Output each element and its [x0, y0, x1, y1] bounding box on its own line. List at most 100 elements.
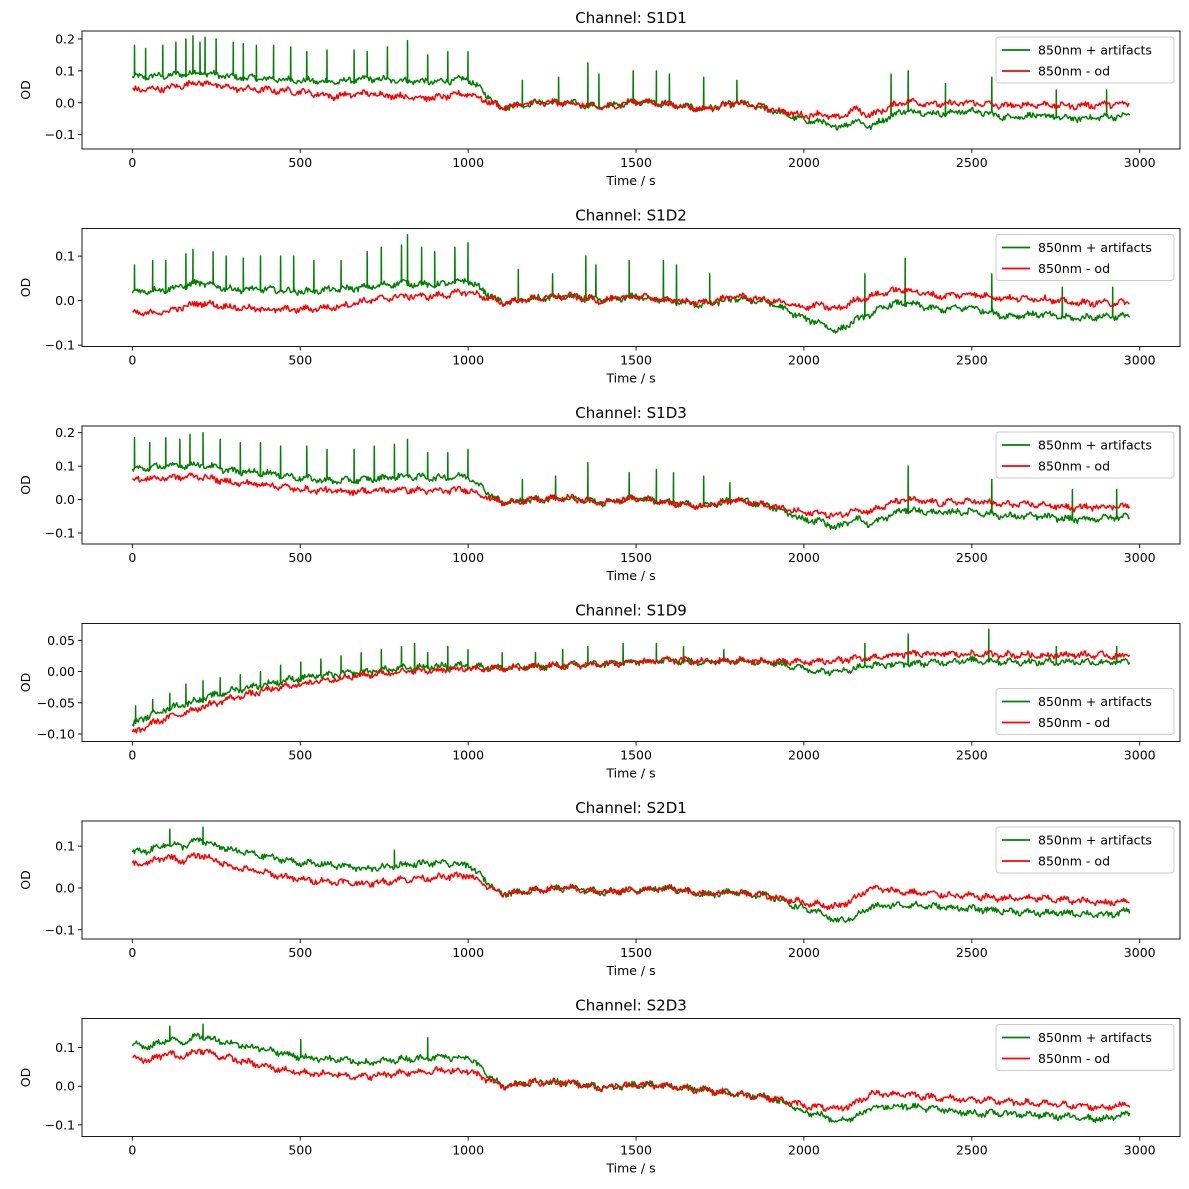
x-tick-label: 500 — [288, 353, 312, 368]
plot-area — [131, 35, 1131, 131]
x-tick-label: 0 — [128, 155, 136, 170]
legend: 850nm + artifacts 850nm - od — [995, 1024, 1175, 1071]
x-tick-label: 0 — [128, 353, 136, 368]
legend-label: 850nm + artifacts — [1038, 833, 1152, 848]
x-tick-label: 1500 — [620, 550, 652, 565]
plot-area — [131, 826, 1131, 924]
x-tick-label: 2500 — [956, 353, 988, 368]
y-tick-label: 0.1 — [55, 249, 75, 264]
x-tick-label: 2000 — [788, 1143, 820, 1158]
y-tick-label: 0.0 — [55, 95, 75, 110]
subplot-title: Channel: S2D1 — [575, 799, 687, 817]
y-axis-label: OD — [18, 870, 33, 889]
series-line-2 — [132, 472, 1131, 520]
x-tick-label: 1000 — [452, 1143, 484, 1158]
x-tick-label: 3000 — [1124, 155, 1156, 170]
y-tick-label: 0.00 — [47, 664, 75, 679]
legend-box — [995, 36, 1175, 84]
subplot-6: Channel: S2D3 0 500 1000 1500 2000 2500 3000 −0.… — [18, 997, 1181, 1176]
plot-area — [131, 1023, 1131, 1124]
x-axis-label: Time / s — [605, 173, 655, 188]
subplot-title: Channel: S1D1 — [575, 9, 687, 27]
y-tick-label: 0.1 — [55, 1040, 75, 1055]
y-tick-label: 0.0 — [55, 293, 75, 308]
x-tick-label: 3000 — [1124, 353, 1156, 368]
x-tick-label: 1000 — [452, 945, 484, 960]
legend-label: 850nm + artifacts — [1038, 438, 1152, 453]
x-tick-label: 2000 — [788, 550, 820, 565]
subplot-title: Channel: S1D3 — [575, 404, 687, 422]
x-tick-label: 500 — [288, 1143, 312, 1158]
x-tick-label: 500 — [288, 945, 312, 960]
plot-area — [131, 431, 1131, 531]
x-tick-label: 500 — [288, 550, 312, 565]
plot-area — [131, 233, 1130, 334]
y-tick-label: −0.10 — [37, 727, 75, 742]
series-line-1 — [131, 233, 1130, 334]
x-tick-label: 0 — [128, 550, 136, 565]
legend-box — [995, 1024, 1175, 1071]
legend-label: 850nm - od — [1038, 1051, 1110, 1066]
series-line-1 — [131, 431, 1131, 531]
x-axis-label: Time / s — [605, 568, 655, 583]
x-tick-label: 0 — [128, 945, 136, 960]
subplot-title: Channel: S1D2 — [575, 207, 687, 225]
y-tick-label: 0.1 — [55, 63, 75, 78]
x-tick-label: 2000 — [788, 748, 820, 763]
legend: 850nm + artifacts 850nm - od — [995, 431, 1175, 479]
series-line-2 — [132, 79, 1130, 120]
series-line-1 — [131, 628, 1131, 727]
legend: 850nm + artifacts 850nm - od — [995, 234, 1175, 281]
y-axis-label: OD — [18, 475, 33, 494]
x-axis-label: Time / s — [605, 1161, 655, 1176]
y-tick-label: 0.1 — [55, 839, 75, 854]
subplot-1: Channel: S1D1 0 500 1000 1500 2000 2500 3000 −0.… — [18, 9, 1181, 188]
y-tick-label: 0.05 — [47, 633, 75, 648]
subplot-4: Channel: S1D9 0 500 1000 1500 2000 2500 3000 −0.… — [18, 602, 1181, 781]
subplot-3: Channel: S1D3 0 500 1000 1500 2000 2500 3000 −0.… — [18, 404, 1181, 583]
x-tick-label: 1000 — [452, 353, 484, 368]
y-tick-label: −0.1 — [45, 127, 75, 142]
x-tick-label: 2500 — [956, 945, 988, 960]
subplot-title: Channel: S2D3 — [575, 997, 687, 1015]
x-tick-label: 500 — [288, 748, 312, 763]
x-tick-label: 2500 — [956, 1143, 988, 1158]
y-axis-label: OD — [18, 278, 33, 297]
x-tick-label: 1500 — [620, 155, 652, 170]
x-tick-label: 2500 — [956, 155, 988, 170]
y-tick-label: 0.0 — [55, 1079, 75, 1094]
x-tick-label: 1500 — [620, 748, 652, 763]
x-tick-label: 1000 — [452, 550, 484, 565]
x-tick-label: 2000 — [788, 155, 820, 170]
subplot-title: Channel: S1D9 — [575, 602, 687, 620]
x-tick-label: 1500 — [620, 945, 652, 960]
x-tick-label: 0 — [128, 748, 136, 763]
series-line-1 — [131, 826, 1131, 924]
y-tick-label: 0.2 — [55, 31, 75, 46]
x-axis-label: Time / s — [605, 371, 655, 386]
subplot-2: Channel: S1D2 0 500 1000 1500 2000 2500 3000 −0.… — [18, 207, 1181, 386]
y-tick-label: 0.1 — [55, 459, 75, 474]
y-tick-label: 0.2 — [55, 425, 75, 440]
y-tick-label: −0.1 — [45, 525, 75, 540]
legend-label: 850nm - od — [1038, 459, 1110, 474]
legend: 850nm + artifacts 850nm - od — [995, 826, 1175, 874]
x-tick-label: 500 — [288, 155, 312, 170]
y-tick-label: 0.0 — [55, 492, 75, 507]
x-tick-label: 1000 — [452, 155, 484, 170]
x-tick-label: 2500 — [956, 550, 988, 565]
axes-frame — [81, 623, 1181, 742]
x-tick-label: 3000 — [1124, 748, 1156, 763]
legend: 850nm + artifacts 850nm - od — [995, 36, 1175, 84]
y-axis-label: OD — [18, 80, 33, 99]
x-tick-label: 1500 — [620, 1143, 652, 1158]
legend-label: 850nm + artifacts — [1038, 694, 1152, 709]
legend-label: 850nm - od — [1038, 64, 1110, 79]
legend-label: 850nm - od — [1038, 261, 1110, 276]
y-axis-label: OD — [18, 673, 33, 692]
axes-frame — [81, 30, 1181, 150]
y-tick-label: −0.1 — [45, 1117, 75, 1132]
x-axis-label: Time / s — [605, 963, 655, 978]
legend-box — [995, 431, 1175, 479]
